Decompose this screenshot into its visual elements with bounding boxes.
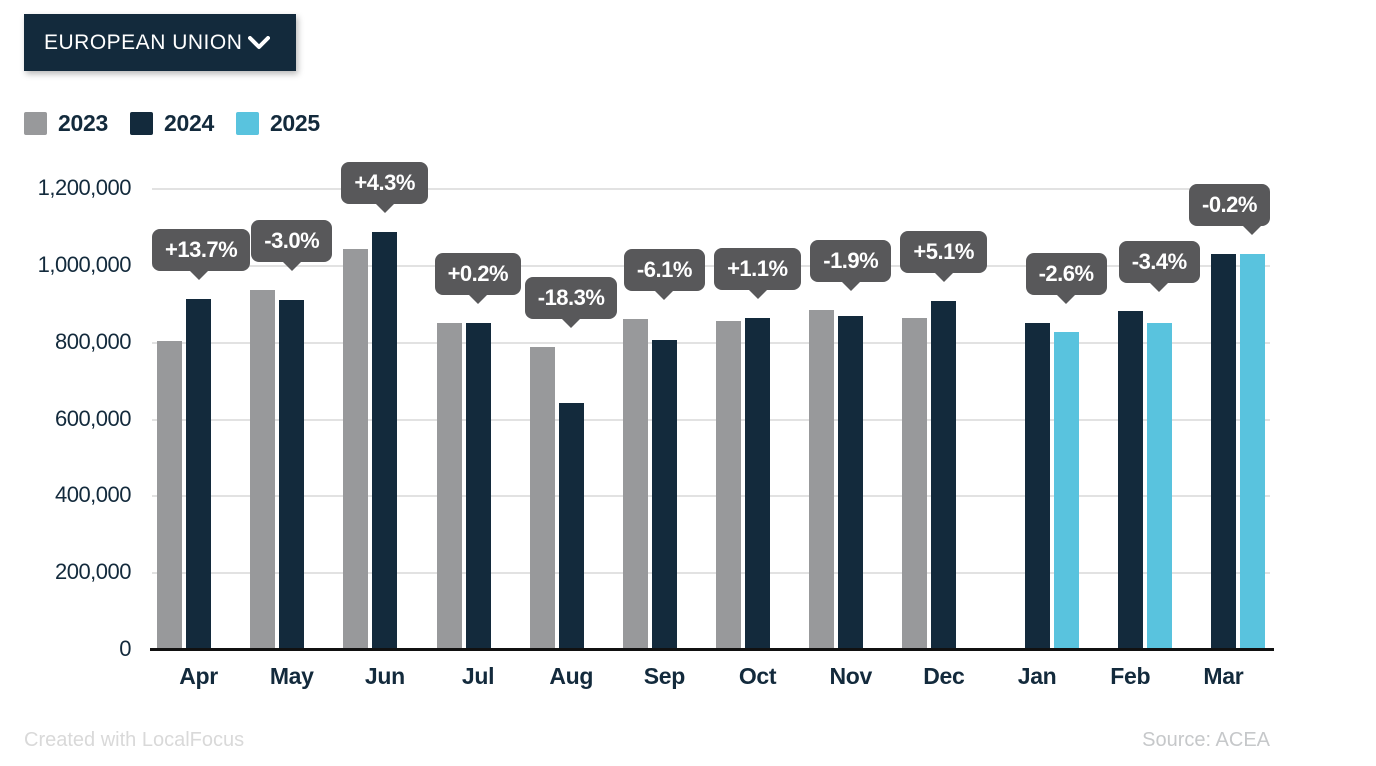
bar-2024-jan[interactable] [1024, 323, 1050, 650]
x-axis-label-jun: Jun [364, 663, 405, 689]
x-axis-label-jul: Jul [461, 663, 495, 689]
bar-2024-nov[interactable] [838, 316, 864, 650]
legend-label: 2024 [163, 110, 214, 136]
pct-change-tooltip-aug: -18.3% [524, 277, 618, 329]
bar-2024-feb[interactable] [1117, 311, 1143, 650]
legend-swatch-2025 [235, 112, 259, 135]
bar-2024-apr[interactable] [186, 298, 212, 650]
x-axis-label-feb: Feb [1110, 663, 1151, 689]
bar-2023-nov[interactable] [809, 309, 835, 650]
bar-2024-dec[interactable] [931, 300, 957, 650]
pct-change-tooltip-jan: -2.6% [1025, 253, 1107, 305]
bar-2025-jan[interactable] [1053, 331, 1079, 650]
tooltip-pointer [654, 290, 675, 301]
legend-item-2023[interactable]: 2023 [24, 110, 108, 137]
y-axis-tick-label: 1,200,000 [37, 175, 132, 200]
tooltip-pointer [281, 260, 302, 271]
x-axis-label-sep: Sep [643, 663, 686, 689]
bar-2025-mar[interactable] [1239, 254, 1265, 650]
x-axis-label-aug: Aug [549, 663, 594, 689]
bar-2023-jun[interactable] [343, 249, 369, 650]
pct-change-tooltip-nov: -1.9% [810, 239, 892, 291]
gridline [152, 495, 1270, 498]
bar-2023-may[interactable] [250, 289, 276, 650]
y-axis: 0 200,000 400,000 600,000 800,000 1,000,000 1,… [0, 176, 132, 661]
pct-change-tooltip-may: -3.0% [251, 219, 333, 271]
pct-change-tooltip-oct: +1.1% [714, 247, 801, 299]
pct-change-tooltip-sep: -6.1% [623, 249, 705, 301]
region-dropdown-label: EUROPEAN UNION [44, 30, 243, 54]
tooltip-pointer [561, 318, 582, 329]
y-axis-tick-label: 0 [119, 636, 131, 661]
tooltip-pointer [933, 271, 954, 282]
bar-2024-jun[interactable] [372, 232, 398, 650]
x-axis-label-oct: Oct [738, 663, 777, 689]
y-axis-tick-label: 400,000 [54, 482, 132, 508]
bar-2024-jul[interactable] [465, 322, 491, 650]
x-axis-label-jan: Jan [1017, 663, 1057, 689]
tooltip-pointer [747, 288, 768, 299]
gridline [152, 264, 1270, 267]
bar-2023-dec[interactable] [902, 317, 928, 650]
bar-2023-sep[interactable] [622, 319, 648, 650]
tooltip-pointer [468, 293, 489, 304]
credit-text: Created with LocalFocus [24, 729, 245, 751]
tooltip-pointer [374, 203, 395, 214]
legend-swatch-2024 [129, 112, 153, 135]
x-axis-label-may: May [269, 663, 314, 689]
gridline [152, 341, 1270, 344]
bar-2024-oct[interactable] [745, 317, 771, 650]
pct-change-tooltip-jun: +4.3% [341, 162, 428, 214]
region-dropdown[interactable]: EUROPEAN UNION [24, 14, 296, 71]
pct-change-tooltip-mar: -0.2% [1189, 183, 1270, 235]
bar-2024-aug[interactable] [558, 402, 584, 650]
bar-2024-may[interactable] [279, 300, 305, 650]
y-axis-tick-label: 1,000,000 [37, 251, 132, 277]
pct-change-tooltip-apr: +13.7% [152, 228, 251, 280]
y-axis-tick-label: 600,000 [54, 405, 132, 431]
pct-change-tooltip-dec: +5.1% [900, 230, 987, 282]
legend-label: 2025 [269, 110, 320, 136]
legend-label: 2023 [58, 110, 108, 136]
gridline [152, 418, 1270, 421]
chevron-down-icon [248, 35, 270, 49]
bar-2023-apr[interactable] [157, 340, 183, 650]
y-axis-tick-label: 200,000 [54, 559, 132, 585]
tooltip-pointer [1056, 294, 1077, 305]
pct-change-tooltip-jul: +0.2% [434, 252, 522, 304]
x-axis-line [150, 648, 1274, 651]
y-axis-tick-label: 800,000 [54, 328, 132, 354]
bar-2024-sep[interactable] [651, 339, 677, 650]
bar-2024-mar[interactable] [1210, 253, 1236, 650]
source-text: Source: ACEA [1142, 729, 1270, 751]
chart-legend: 2023 2024 2025 [24, 110, 320, 137]
bar-chart-plot-area: Apr +13.7% May -3.0% Jun +4.3% Jul +0.2% Aug -18.… [152, 162, 1270, 689]
gridline [152, 188, 1270, 190]
x-axis-label-nov: Nov [829, 663, 873, 689]
tooltip-pointer [840, 280, 861, 291]
bar-2025-feb[interactable] [1146, 322, 1172, 650]
tooltip-pointer [188, 269, 209, 280]
x-axis-label-apr: Apr [179, 663, 218, 689]
legend-item-2025[interactable]: 2025 [235, 110, 320, 137]
x-axis-label-dec: Dec [923, 663, 965, 689]
legend-swatch-2023 [24, 112, 47, 135]
pct-change-tooltip-feb: -3.4% [1118, 241, 1200, 293]
x-axis-label-mar: Mar [1203, 663, 1244, 689]
bar-2023-oct[interactable] [716, 321, 742, 650]
bar-2023-jul[interactable] [436, 323, 462, 650]
gridline [152, 572, 1270, 575]
bar-2023-aug[interactable] [529, 347, 555, 650]
legend-item-2024[interactable]: 2024 [129, 110, 214, 137]
tooltip-pointer [1149, 282, 1170, 293]
tooltip-pointer [1242, 224, 1263, 235]
